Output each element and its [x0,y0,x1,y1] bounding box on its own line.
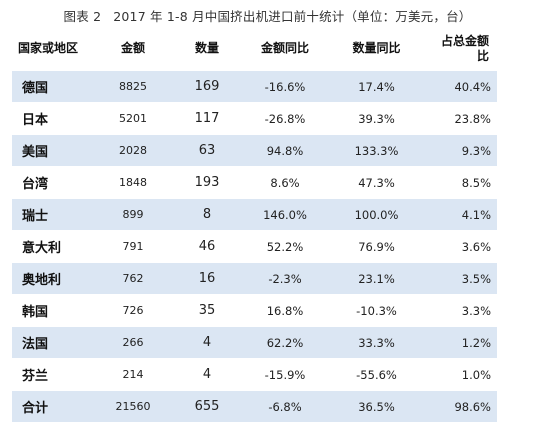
cell-qty: 63 [174,135,240,167]
header-share: 占总金额比 [423,27,497,71]
cell-share: 1.0% [423,359,497,391]
cell-share: 4.1% [423,199,497,231]
cell-amount-yoy: 62.2% [240,327,330,359]
cell-amount: 726 [92,295,174,327]
table-row: 瑞士 899 8 146.0% 100.0% 4.1% [12,199,497,231]
total-amount-yoy: -6.8% [240,391,330,422]
header-qty-yoy: 数量同比 [330,27,423,71]
cell-share: 23.8% [423,103,497,135]
total-qty-yoy: 36.5% [330,391,423,422]
cell-qty-yoy: 47.3% [330,167,423,199]
cell-qty: 4 [174,359,240,391]
cell-amount: 899 [92,199,174,231]
cell-amount: 214 [92,359,174,391]
cell-region: 奥地利 [12,263,92,295]
cell-amount-yoy: -26.8% [240,103,330,135]
cell-share: 8.5% [423,167,497,199]
cell-qty: 193 [174,167,240,199]
figure-title: 2017 年 1-8 月中国挤出机进口前十统计（单位：万美元，台） [113,9,471,24]
cell-region: 日本 [12,103,92,135]
table-row: 日本 5201 117 -26.8% 39.3% 23.8% [12,103,497,135]
table-row: 美国 2028 63 94.8% 133.3% 9.3% [12,135,497,167]
cell-qty-yoy: 100.0% [330,199,423,231]
cell-qty-yoy: -10.3% [330,295,423,327]
cell-amount-yoy: 52.2% [240,231,330,263]
header-amount-yoy: 金额同比 [240,27,330,71]
cell-amount-yoy: -2.3% [240,263,330,295]
cell-amount-yoy: 16.8% [240,295,330,327]
cell-amount: 762 [92,263,174,295]
cell-qty: 35 [174,295,240,327]
cell-qty-yoy: 133.3% [330,135,423,167]
table-row: 韩国 726 35 16.8% -10.3% 3.3% [12,295,497,327]
total-label: 合计 [12,391,92,422]
table-row: 奥地利 762 16 -2.3% 23.1% 3.5% [12,263,497,295]
total-amount: 21560 [92,391,174,422]
cell-qty: 4 [174,327,240,359]
figure-caption: 图表 2 2017 年 1-8 月中国挤出机进口前十统计（单位：万美元，台） [0,6,535,25]
table-header-row: 国家或地区 金额 数量 金额同比 数量同比 占总金额比 [12,27,497,71]
cell-amount: 791 [92,231,174,263]
header-qty: 数量 [174,27,240,71]
cell-qty-yoy: 76.9% [330,231,423,263]
figure-number: 图表 2 [64,9,102,24]
cell-region: 法国 [12,327,92,359]
cell-amount: 2028 [92,135,174,167]
cell-qty-yoy: -55.6% [330,359,423,391]
total-qty: 655 [174,391,240,422]
cell-region: 瑞士 [12,199,92,231]
table-body: 德国 8825 169 -16.6% 17.4% 40.4% 日本 5201 1… [12,71,497,422]
cell-amount-yoy: -16.6% [240,71,330,103]
cell-share: 3.3% [423,295,497,327]
total-row: 合计 21560 655 -6.8% 36.5% 98.6% [12,391,497,422]
total-share: 98.6% [423,391,497,422]
cell-qty-yoy: 33.3% [330,327,423,359]
cell-qty: 8 [174,199,240,231]
cell-region: 台湾 [12,167,92,199]
header-share-line1: 占总金额 [441,34,489,48]
cell-qty-yoy: 23.1% [330,263,423,295]
table-row: 意大利 791 46 52.2% 76.9% 3.6% [12,231,497,263]
import-statistics-table: 国家或地区 金额 数量 金额同比 数量同比 占总金额比 德国 8825 169 … [12,27,497,422]
cell-qty: 16 [174,263,240,295]
cell-qty: 46 [174,231,240,263]
cell-region: 意大利 [12,231,92,263]
cell-region: 德国 [12,71,92,103]
cell-qty: 169 [174,71,240,103]
cell-region: 韩国 [12,295,92,327]
cell-region: 美国 [12,135,92,167]
cell-region: 芬兰 [12,359,92,391]
cell-share: 3.6% [423,231,497,263]
cell-share: 9.3% [423,135,497,167]
table-row: 法国 266 4 62.2% 33.3% 1.2% [12,327,497,359]
cell-amount-yoy: 8.6% [240,167,330,199]
cell-amount-yoy: 94.8% [240,135,330,167]
table-row: 芬兰 214 4 -15.9% -55.6% 1.0% [12,359,497,391]
header-share-line2: 比 [477,49,489,63]
cell-share: 1.2% [423,327,497,359]
cell-share: 40.4% [423,71,497,103]
cell-amount: 1848 [92,167,174,199]
cell-amount: 5201 [92,103,174,135]
table-row: 台湾 1848 193 8.6% 47.3% 8.5% [12,167,497,199]
header-region: 国家或地区 [12,27,92,71]
header-amount: 金额 [92,27,174,71]
cell-amount-yoy: -15.9% [240,359,330,391]
cell-share: 3.5% [423,263,497,295]
cell-qty-yoy: 39.3% [330,103,423,135]
cell-amount-yoy: 146.0% [240,199,330,231]
cell-qty: 117 [174,103,240,135]
table-row: 德国 8825 169 -16.6% 17.4% 40.4% [12,71,497,103]
cell-qty-yoy: 17.4% [330,71,423,103]
cell-amount: 266 [92,327,174,359]
cell-amount: 8825 [92,71,174,103]
